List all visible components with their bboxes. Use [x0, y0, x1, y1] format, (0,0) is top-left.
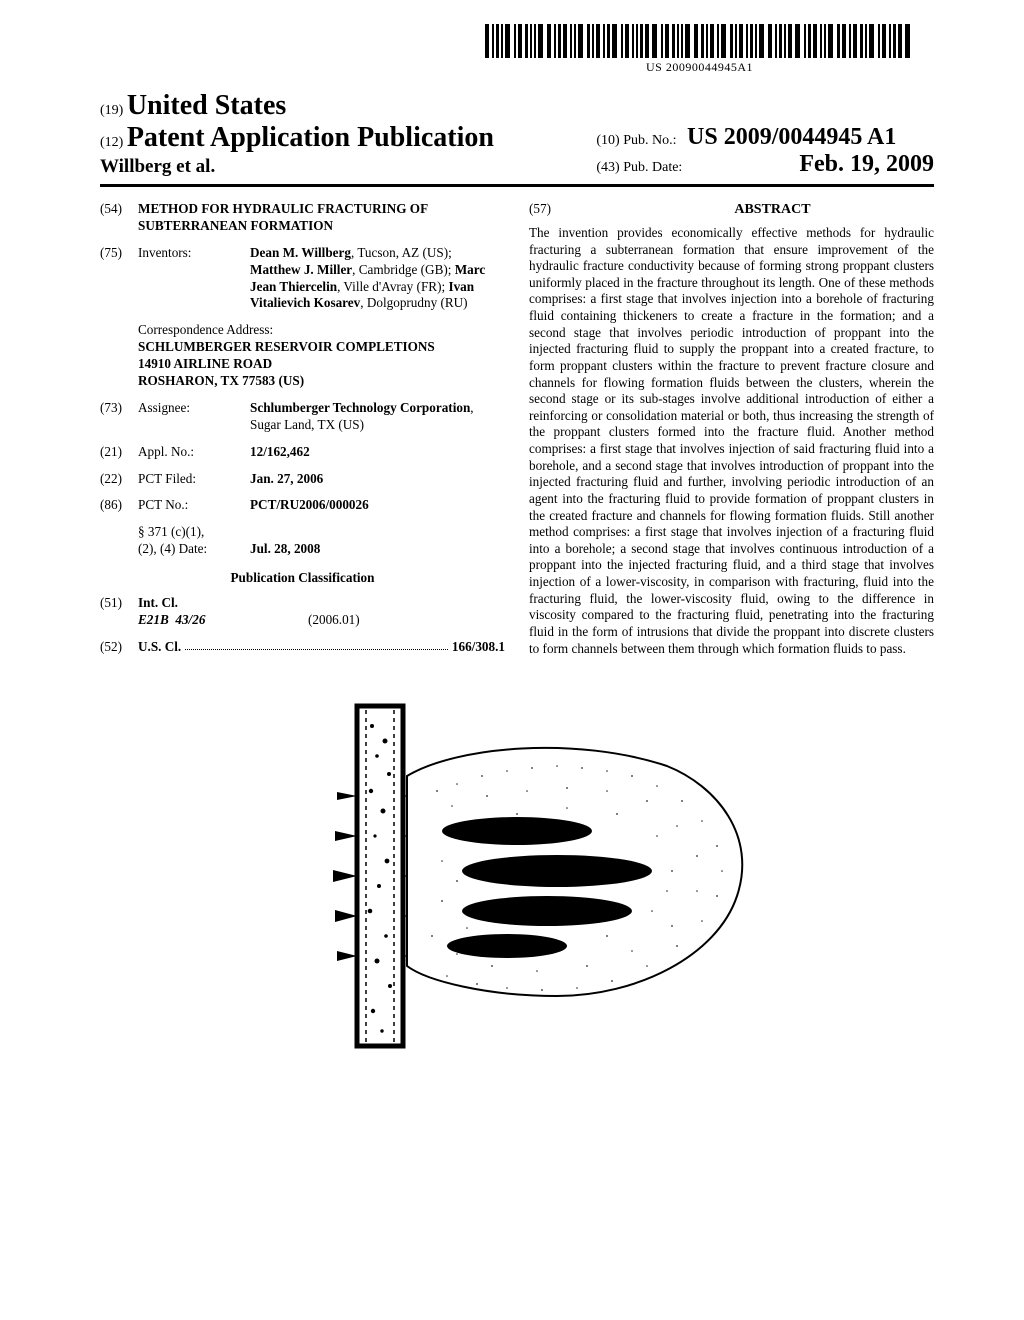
- intcl-entry: (51) Int. Cl. E21B 43/26 (2006.01): [100, 595, 505, 629]
- abstract-code: (57): [529, 201, 551, 218]
- header-country-line: (19) United States: [100, 90, 934, 122]
- abstract-text: The invention provides economically effe…: [529, 225, 934, 657]
- header-right: (10) Pub. No.: US 2009/0044945 A1 (43) P…: [596, 124, 934, 178]
- barcode-block: US 20090044945A1: [485, 24, 914, 75]
- intcl-label: Int. Cl.: [138, 595, 505, 612]
- pub-no-code: (10): [596, 133, 619, 148]
- right-column: (57) ABSTRACT The invention provides eco…: [529, 201, 934, 666]
- pub-class-title: Publication Classification: [100, 570, 505, 587]
- assignee-value: Schlumberger Technology Corporation, Sug…: [250, 400, 505, 434]
- appl-code: (21): [100, 444, 138, 461]
- inventors-entry: (75) Inventors: Dean M. Willberg, Tucson…: [100, 245, 505, 313]
- fracture-diagram: [257, 696, 777, 1056]
- dotted-leader: [185, 639, 448, 650]
- pct-no-label: PCT No.:: [138, 497, 250, 514]
- pct-no-entry: (86) PCT No.: PCT/RU2006/000026: [100, 497, 505, 514]
- uscl-code: (52): [100, 639, 138, 656]
- invention-title: METHOD FOR HYDRAULIC FRACTURING OF SUBTE…: [138, 201, 505, 235]
- assignee-label: Assignee:: [138, 400, 250, 434]
- uscl-label: U.S. Cl.: [138, 639, 181, 656]
- assignee-entry: (73) Assignee: Schlumberger Technology C…: [100, 400, 505, 434]
- s371-entry: § 371 (c)(1), (2), (4) Date: Jul. 28, 20…: [100, 524, 505, 558]
- correspondence-street: 14910 AIRLINE ROAD: [138, 356, 505, 373]
- assignee-name: Schlumberger Technology Corporation: [250, 400, 470, 415]
- figure-area: [100, 696, 934, 1061]
- pct-no: PCT/RU2006/000026: [250, 497, 505, 514]
- assignee-code: (73): [100, 400, 138, 434]
- appl-entry: (21) Appl. No.: 12/162,462: [100, 444, 505, 461]
- kind-code: (12): [100, 135, 123, 150]
- country-name: United States: [127, 90, 286, 121]
- intcl-class: E21B 43/26: [138, 612, 248, 629]
- pub-no: US 2009/0044945 A1: [687, 124, 896, 150]
- appl-label: Appl. No.:: [138, 444, 250, 461]
- correspondence-label: Correspondence Address:: [138, 322, 505, 339]
- patent-front-page: US 20090044945A1 (19) United States (12)…: [0, 0, 1024, 1320]
- document-kind: Patent Application Publication: [127, 122, 494, 153]
- barcode: [485, 24, 914, 58]
- pub-date-code: (43): [596, 160, 619, 175]
- header: (19) United States (12) Patent Applicati…: [100, 90, 934, 178]
- pub-date: Feb. 19, 2009: [799, 151, 934, 177]
- inventor-1: Dean M. Willberg: [250, 245, 351, 260]
- biblio-columns: (54) METHOD FOR HYDRAULIC FRACTURING OF …: [100, 201, 934, 666]
- header-rule: [100, 184, 934, 187]
- correspondence-block: Correspondence Address: SCHLUMBERGER RES…: [138, 322, 505, 390]
- title-entry: (54) METHOD FOR HYDRAULIC FRACTURING OF …: [100, 201, 505, 235]
- correspondence-name: SCHLUMBERGER RESERVOIR COMPLETIONS: [138, 339, 505, 356]
- pct-filed-label: PCT Filed:: [138, 471, 250, 488]
- s371-label: § 371 (c)(1), (2), (4) Date:: [138, 524, 250, 558]
- pct-no-code: (86): [100, 497, 138, 514]
- inventor-2: Matthew J. Miller: [250, 262, 352, 277]
- abstract-title: ABSTRACT: [611, 201, 934, 219]
- inventors-value: Dean M. Willberg, Tucson, AZ (US); Matth…: [250, 245, 505, 313]
- pct-filed-entry: (22) PCT Filed: Jan. 27, 2006: [100, 471, 505, 488]
- title-code: (54): [100, 201, 138, 235]
- pub-no-label: Pub. No.:: [623, 133, 676, 148]
- pct-filed-code: (22): [100, 471, 138, 488]
- uscl-value: 166/308.1: [452, 639, 505, 656]
- authors-line: Willberg et al.: [100, 156, 494, 178]
- header-left: (12) Patent Application Publication Will…: [100, 122, 494, 178]
- left-column: (54) METHOD FOR HYDRAULIC FRACTURING OF …: [100, 201, 505, 666]
- uscl-entry: (52) U.S. Cl. 166/308.1: [100, 639, 505, 656]
- pct-filed: Jan. 27, 2006: [250, 471, 505, 488]
- correspondence-city: ROSHARON, TX 77583 (US): [138, 373, 505, 390]
- pub-date-label: Pub. Date:: [623, 160, 682, 175]
- appl-no: 12/162,462: [250, 444, 505, 461]
- inventors-label: Inventors:: [138, 245, 250, 313]
- intcl-date: (2006.01): [308, 612, 360, 629]
- barcode-text: US 20090044945A1: [485, 60, 914, 75]
- country-code: (19): [100, 103, 123, 118]
- s371-date: Jul. 28, 2008: [250, 541, 505, 558]
- intcl-code: (51): [100, 595, 138, 629]
- inventors-code: (75): [100, 245, 138, 313]
